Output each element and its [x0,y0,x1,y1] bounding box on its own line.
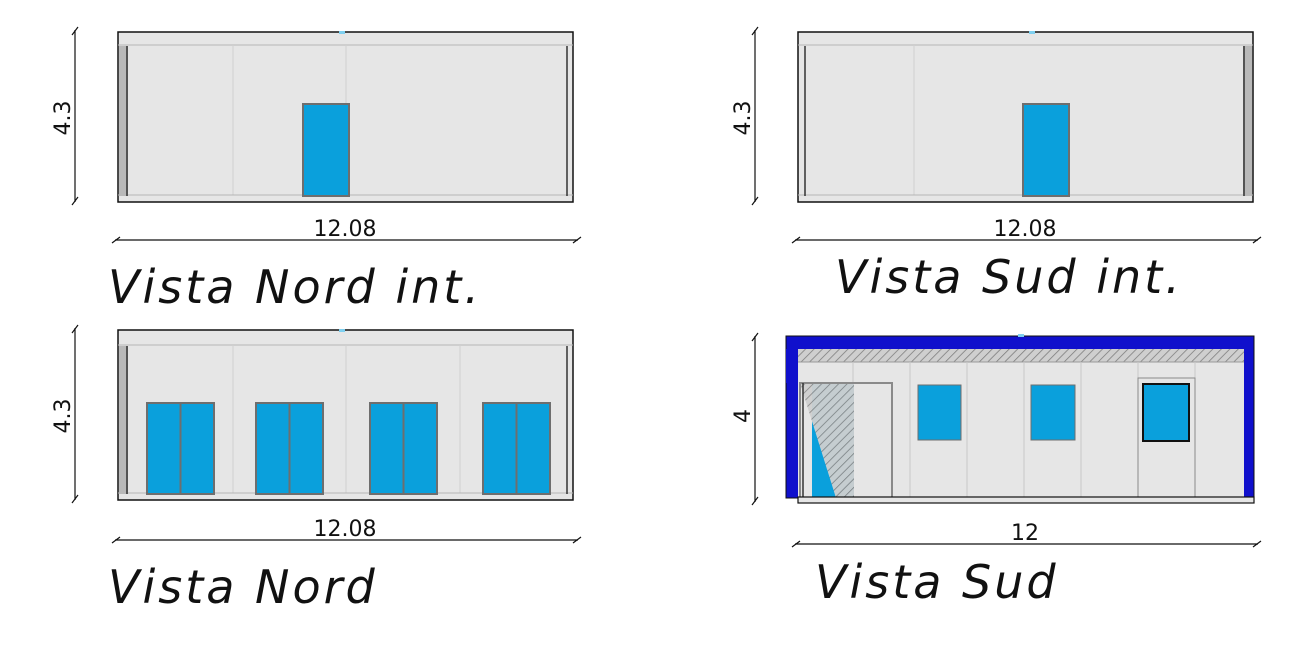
entrance-shade [800,383,854,498]
elevation-nord-int: 4.3 12.08 Vista Nord int. [51,26,582,314]
double-door-3 [369,402,438,495]
height-label: 4.3 [731,101,756,136]
hatched-fascia [798,349,1244,362]
window-1 [917,384,962,441]
elevation-title: Vista Nord [108,560,378,614]
width-label: 12 [1011,521,1039,546]
elevation-title: Vista Sud int. [835,250,1183,304]
elevation-sud-int: 4.3 12.08 Vista Sud int. [731,26,1262,304]
elevation-title: Vista Sud [815,555,1059,609]
right-pillar [1243,46,1252,196]
window-3 [1142,383,1190,442]
height-label: 4.3 [51,399,76,434]
double-door-2 [255,402,324,495]
door-sud-int [1022,103,1070,197]
elevation-sud: 4 12 Vista Sud [731,332,1262,609]
left-pillar [119,46,128,196]
double-door-1 [146,402,215,495]
width-label: 12.08 [314,517,377,542]
width-label: 12.08 [994,217,1057,242]
width-label: 12.08 [314,217,377,242]
height-label: 4.3 [51,101,76,136]
height-label: 4 [731,409,756,423]
elevation-nord: 4.3 12.08 Vista Nord [51,324,582,614]
window-2 [1030,384,1076,441]
double-door-4 [482,402,551,495]
elevation-title: Vista Nord int. [108,260,482,314]
door-nord-int [302,103,350,197]
